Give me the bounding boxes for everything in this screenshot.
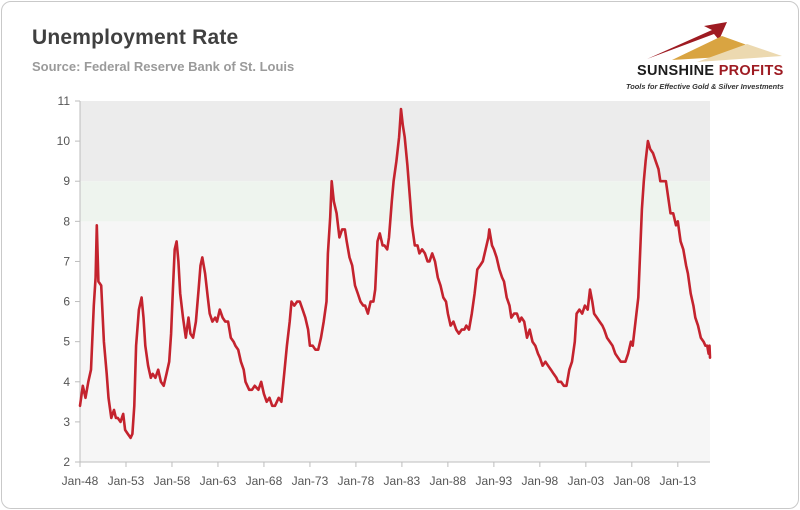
x-tick-label-Jan-08: Jan-08: [613, 474, 650, 488]
logo-name: SUNSHINE PROFITS: [637, 63, 784, 79]
x-tick-label-Jan-83: Jan-83: [384, 474, 421, 488]
y-tick-label-7: 7: [63, 254, 70, 268]
logo-tagline: Tools for Effective Gold & Silver Invest…: [626, 82, 784, 91]
y-tick-label-2: 2: [63, 455, 70, 469]
unemployment-rate-line-0: [78, 107, 712, 440]
y-tick-label-9: 9: [63, 174, 70, 188]
y-tick-label-4: 4: [63, 375, 70, 389]
x-tick-label-Jan-03: Jan-03: [567, 474, 604, 488]
x-tick-label-Jan-68: Jan-68: [246, 474, 283, 488]
x-tick-label-Jan-58: Jan-58: [154, 474, 191, 488]
background-band-0: [80, 221, 710, 462]
background-band-1: [80, 181, 710, 222]
y-tick-label-8: 8: [63, 214, 70, 228]
y-tick-label-5: 5: [63, 335, 70, 349]
x-tick-label-Jan-78: Jan-78: [338, 474, 375, 488]
x-tick-label-Jan-13: Jan-13: [659, 474, 696, 488]
x-tick-label-Jan-93: Jan-93: [476, 474, 513, 488]
x-tick-label-Jan-73: Jan-73: [292, 474, 329, 488]
y-tick-label-10: 10: [57, 134, 71, 148]
x-tick-label-Jan-48: Jan-48: [62, 474, 99, 488]
chart-title: Unemployment Rate: [32, 26, 239, 49]
x-tick-label-Jan-88: Jan-88: [430, 474, 467, 488]
x-tick-label-Jan-98: Jan-98: [522, 474, 559, 488]
y-tick-label-6: 6: [63, 295, 70, 309]
logo-name-part2: PROFITS: [718, 63, 784, 79]
logo-swoosh-icon: [647, 22, 782, 62]
y-tick-label-11: 11: [58, 94, 71, 108]
sunshine-profits-logo: SUNSHINE PROFITS Tools for Effective Gol…: [602, 16, 787, 102]
x-tick-label-Jan-53: Jan-53: [108, 474, 145, 488]
chart-subtitle: Source: Federal Reserve Bank of St. Loui…: [32, 59, 295, 74]
x-tick-label-Jan-63: Jan-63: [200, 474, 237, 488]
logo-name-part1: SUNSHINE: [637, 63, 715, 79]
y-tick-label-3: 3: [63, 415, 70, 429]
